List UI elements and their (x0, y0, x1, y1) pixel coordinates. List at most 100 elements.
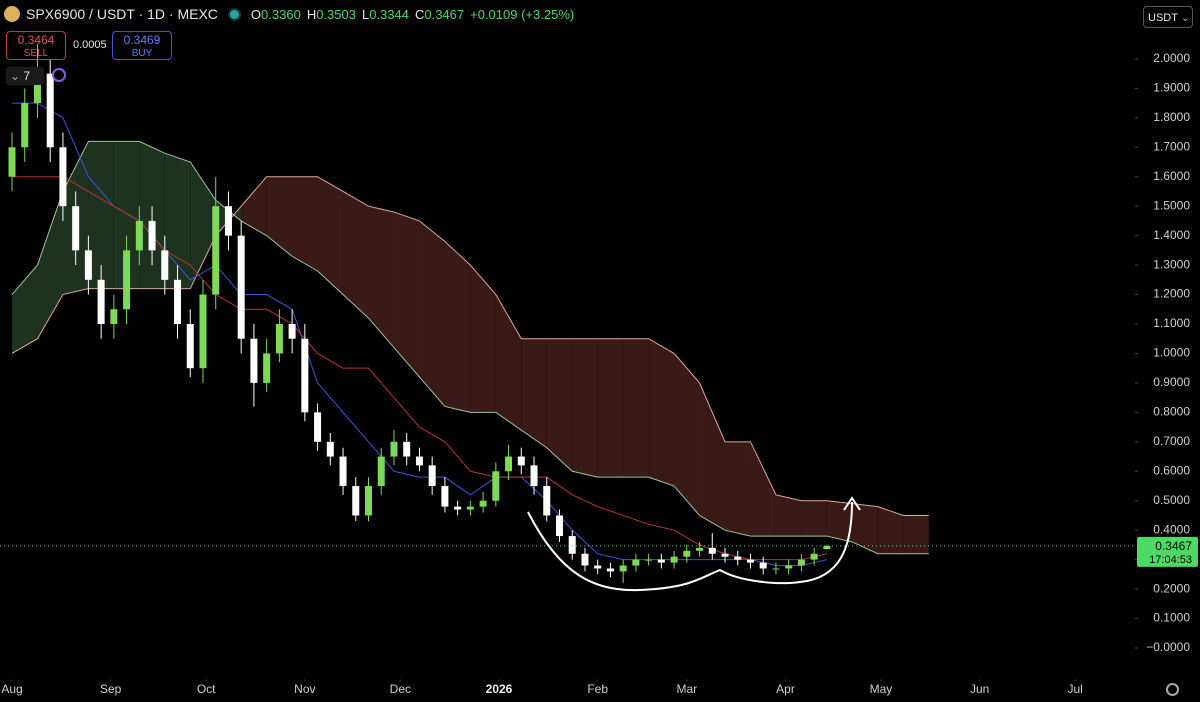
candle-body (823, 545, 831, 550)
x-tick-label: Mar (676, 682, 697, 696)
annotation-cup (527, 501, 853, 592)
cloud-segment (750, 441, 776, 537)
cloud-segment (37, 191, 63, 339)
candle-body (594, 565, 602, 569)
x-tick-label: May (870, 682, 893, 696)
candle-body (84, 250, 92, 280)
cloud-segment (801, 500, 827, 537)
x-tick-label: Dec (390, 682, 411, 696)
cloud-span-a (11, 140, 929, 555)
ohlc-item: O0.3360 (251, 7, 301, 22)
candle-body (441, 485, 449, 507)
candle-body (517, 456, 525, 466)
candle-body (505, 456, 513, 472)
candle-body (365, 485, 373, 516)
y-tick-label: 0.9000 (1153, 375, 1190, 389)
ohlc-key: L (361, 6, 370, 22)
candle-body (415, 456, 423, 466)
candle-body (59, 147, 67, 207)
candle-body (21, 103, 29, 148)
candle-body (46, 73, 54, 148)
candle-body (810, 553, 818, 560)
ohlc-key: O (250, 6, 262, 22)
buy-button[interactable]: 0.3469 BUY (112, 31, 172, 60)
ohlc-key: H (306, 6, 317, 22)
annotation-arrowhead (843, 496, 861, 511)
ohlc-value: 0.3503 (316, 6, 356, 22)
indicators-count: 7 (23, 69, 31, 83)
candle-body (670, 556, 678, 563)
x-tick-label: Aug (1, 682, 22, 696)
ohlc-key: C (414, 6, 425, 22)
cloud-segment (852, 503, 878, 554)
buy-price: 0.3469 (123, 33, 161, 47)
cloud-segment (826, 500, 853, 542)
x-tick-label: 2026 (486, 682, 513, 696)
candle-body (8, 147, 16, 177)
x-tick-label: Apr (776, 682, 795, 696)
cloud-segment (470, 265, 496, 413)
candle-body (135, 220, 143, 251)
cloud-segment (241, 176, 267, 236)
candle-body (186, 323, 194, 369)
cloud-segment (164, 153, 191, 289)
y-tick-label: 1.7000 (1153, 139, 1190, 153)
price-label-value: 0.3467 (1155, 539, 1192, 553)
cloud-segment (572, 338, 598, 478)
cloud-segment (623, 338, 649, 478)
cloud-segment (368, 206, 394, 348)
currency-select[interactable]: USDT ⌄ (1143, 6, 1193, 28)
cloud-segment (12, 265, 38, 354)
x-tick-label: Jun (970, 682, 989, 696)
candle-body (326, 441, 334, 457)
candle-body (479, 500, 487, 507)
candle-body (237, 235, 245, 339)
candle-body (148, 220, 156, 251)
y-tick-label: 1.8000 (1153, 110, 1190, 124)
candle-body (759, 562, 767, 569)
countdown: 17:04:53 (1149, 554, 1192, 566)
y-tick-label: 1.6000 (1153, 169, 1190, 183)
cloud-segment (903, 515, 929, 554)
candle-body (683, 550, 691, 557)
indicators-toggle[interactable]: ⌄ 7 (6, 67, 44, 85)
y-tick-label: 1.9000 (1153, 81, 1190, 95)
candle-body (466, 506, 474, 510)
cloud-segment (725, 441, 751, 537)
y-tick-label: 1.3000 (1153, 257, 1190, 271)
cloud-segment (419, 220, 445, 407)
cloud-segment (343, 191, 369, 319)
y-tick-label: 0.7000 (1153, 434, 1190, 448)
sell-button[interactable]: 0.3464 SELL (6, 31, 66, 60)
x-tick-label: Feb (587, 682, 608, 696)
cloud-segment (699, 382, 726, 531)
candle-body (275, 323, 283, 354)
header: SPX6900 / USDT · 1D · MEXC O0.3360 H0.350… (4, 6, 574, 22)
y-tick-label: 0.5000 (1153, 493, 1190, 507)
candle-body (696, 547, 704, 551)
candle-body (174, 279, 182, 324)
price-label-box (1137, 536, 1198, 567)
candle-body (339, 456, 347, 486)
candle-body (746, 559, 754, 563)
candle-body (390, 441, 398, 457)
y-tick-label: 1.5000 (1153, 198, 1190, 212)
candle-body (785, 565, 793, 569)
ohlc-value: 0.3467 (424, 6, 465, 22)
settings-button[interactable] (1166, 683, 1179, 696)
candle-body (581, 553, 589, 566)
symbol[interactable]: SPX6900 / USDT · 1D · MEXC (26, 6, 218, 22)
y-tick-label: 0.8000 (1153, 405, 1190, 419)
y-tick-label: 0.2000 (1153, 581, 1190, 595)
candle-body (377, 456, 385, 486)
ohlc-value: 0.3344 (369, 6, 409, 22)
candle-body (530, 465, 538, 486)
indicator-icon[interactable] (52, 68, 66, 82)
cloud-segment (877, 506, 904, 554)
buy-label: BUY (131, 48, 153, 59)
x-tick-label: Nov (294, 682, 315, 696)
cloud-segment (292, 176, 318, 271)
candle-body (288, 323, 296, 339)
candle-body (555, 515, 563, 537)
status-dot (229, 9, 239, 19)
